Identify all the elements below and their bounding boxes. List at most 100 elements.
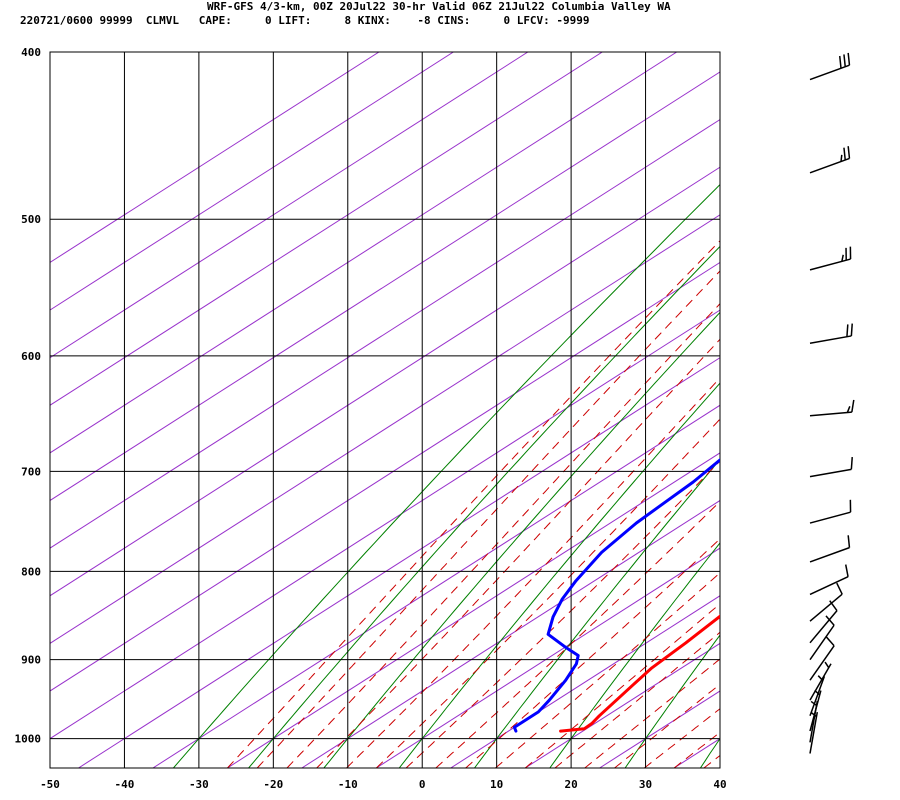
x-tick-label: 40 [713, 778, 726, 791]
moist-adiabat-line [465, 538, 720, 768]
dry-adiabat-line [624, 634, 720, 768]
isotherm-line [50, 118, 720, 549]
x-tick-label: 20 [564, 778, 577, 791]
x-tick-label: 0 [419, 778, 426, 791]
wind-barb-staff [809, 676, 826, 717]
wind-barb [809, 661, 832, 701]
moist-adiabat-line [405, 460, 720, 768]
isotherm-line [599, 690, 720, 768]
wind-barb-feather [841, 254, 844, 262]
wind-barbs [809, 52, 855, 754]
isotherm-line [301, 499, 720, 768]
temperature-profile-line [559, 614, 720, 733]
wind-barb-staff [809, 64, 850, 81]
moist-adiabat-line [703, 754, 720, 768]
wind-barb-staff [809, 576, 849, 596]
wind-barb-staff [809, 258, 851, 271]
moist-adiabat-line [256, 270, 720, 768]
dry-adiabat-line [851, 52, 900, 768]
wind-barb-feather [836, 582, 843, 595]
wind-barb-feather [844, 564, 849, 577]
wind-barb [809, 456, 853, 478]
grid-lines [50, 52, 720, 768]
y-tick-label: 700 [21, 465, 41, 478]
dewpoint-profile-line [512, 458, 720, 733]
wind-barb-staff [809, 593, 843, 622]
y-axis-ticks: 400 500 600 700 800 900 1000 [15, 46, 42, 746]
moist-adiabat-line [643, 708, 720, 768]
isotherm-line [78, 357, 720, 768]
isotherm-line [524, 642, 720, 768]
isotherm-line [50, 309, 720, 740]
wind-barb-staff [809, 711, 819, 754]
y-tick-label: 400 [21, 46, 41, 59]
wind-barb [809, 52, 851, 81]
wind-barb-feather [810, 711, 817, 718]
isotherm-line [50, 52, 603, 406]
isotherm-line [50, 52, 529, 359]
wind-barb-staff [809, 546, 850, 563]
isotherm-line [50, 52, 454, 311]
wind-barb-feather [847, 535, 851, 548]
dry-adiabat-line [173, 183, 720, 768]
isotherm-line [50, 52, 678, 454]
dry-adiabat-line [549, 542, 720, 768]
wind-barb-staff [809, 663, 832, 701]
x-axis-ticks: -50 -40 -30 -20 -10 0 10 20 30 40 [40, 778, 727, 791]
wind-barb [809, 675, 826, 717]
x-tick-label: 30 [639, 778, 652, 791]
wind-barb [809, 700, 819, 743]
x-tick-label: -30 [189, 778, 209, 791]
moist-adiabat-line [524, 603, 720, 768]
wind-barb-staff [809, 645, 835, 681]
wind-barb-staff [809, 157, 850, 174]
isotherm-line [50, 214, 720, 644]
wind-barb-feather [843, 54, 846, 67]
wind-barb [809, 711, 819, 754]
x-tick-label: -50 [40, 778, 60, 791]
dry-adiabat-line [248, 245, 720, 768]
wind-barb [809, 499, 852, 524]
isotherm-line [50, 71, 720, 502]
wind-barb-staff [809, 700, 819, 743]
x-tick-label: -40 [115, 778, 135, 791]
plot-frame [49, 51, 721, 769]
wind-barb-feather [847, 52, 851, 66]
background-lines [50, 52, 900, 768]
wind-barb-feather [825, 635, 835, 647]
y-tick-label: 1000 [15, 733, 42, 746]
dry-adiabat-line [398, 382, 720, 768]
wind-barb-feather [846, 406, 851, 413]
wind-barb [809, 146, 851, 174]
isotherm-line [227, 452, 720, 768]
y-tick-label: 600 [21, 350, 41, 363]
moist-adiabat-line [227, 240, 720, 768]
wind-barb-staff [809, 468, 852, 478]
wind-barb-feather [846, 324, 849, 337]
wind-barb [809, 600, 838, 644]
x-tick-label: -20 [263, 778, 283, 791]
wind-barb [809, 323, 853, 344]
wind-barb-feather [850, 323, 853, 336]
isotherm-line [50, 52, 380, 264]
wind-barb-feather [829, 600, 838, 612]
y-tick-label: 900 [21, 654, 41, 667]
isotherm-line [823, 52, 900, 768]
x-tick-label: -10 [338, 778, 358, 791]
wind-barb-feather [850, 456, 853, 470]
moist-adiabat-line [286, 302, 720, 768]
wind-barb [809, 246, 852, 271]
wind-barb [809, 535, 851, 563]
profile-lines [512, 458, 720, 733]
wind-barb-feather [851, 399, 855, 413]
wind-barb-feather [825, 615, 835, 626]
isotherm-line [450, 595, 720, 768]
wind-barb-feather [824, 661, 830, 669]
stability-indices: 220721/0600 99999 CLMVL CAPE: 0 LIFT: 8 … [20, 14, 590, 27]
isotherm-line [376, 547, 720, 768]
wind-barb-feather [847, 146, 851, 159]
isotherm-line [673, 738, 720, 768]
wind-barb-feather [814, 689, 821, 696]
dry-adiabat-line [776, 52, 900, 768]
wind-barb-feather [838, 55, 842, 69]
